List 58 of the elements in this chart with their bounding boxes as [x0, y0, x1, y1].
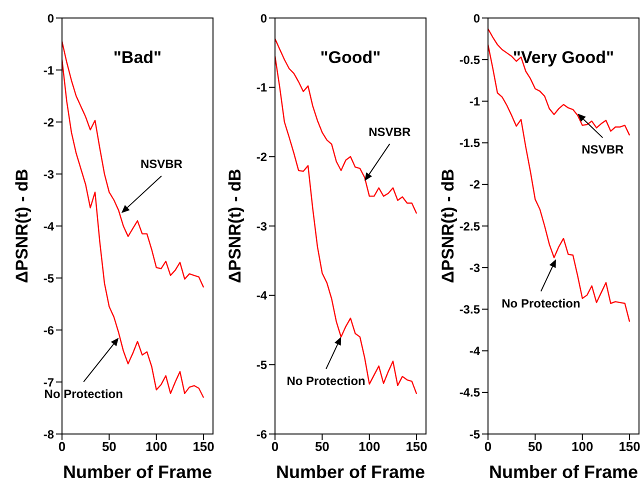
- x-tick-label: 0: [58, 439, 66, 454]
- x-tick-label: 50: [102, 439, 116, 454]
- line-series: [488, 28, 630, 136]
- annotation: No Protection: [44, 386, 123, 401]
- line-series: [488, 44, 630, 322]
- x-tick-label: 150: [192, 439, 214, 454]
- x-tick-label: 100: [572, 439, 594, 454]
- line-series: [62, 40, 204, 288]
- annotation: No Protection: [502, 296, 580, 310]
- y-tick-label: -3.5: [459, 302, 480, 316]
- x-tick-label: 50: [528, 439, 542, 454]
- text: "Good": [320, 48, 381, 67]
- x-tick-label: 50: [314, 439, 330, 454]
- text: "Very Good": [512, 48, 614, 67]
- x-tick-label: 100: [146, 439, 168, 454]
- x-tick-label: 100: [358, 439, 380, 454]
- y-tick-label: -3: [256, 219, 268, 234]
- y-axis-title: ΔPSNR(t) - dB: [12, 168, 32, 284]
- y-tick-label: -2: [43, 115, 54, 130]
- y-tick-label: -6: [43, 323, 54, 338]
- x-tick-label: 0: [271, 439, 279, 454]
- annotation: No Protection: [286, 374, 366, 388]
- y-tick-label: -3: [43, 167, 54, 182]
- y-tick-label: -0.5: [459, 52, 480, 67]
- y-tick-label: -1.5: [459, 136, 480, 150]
- x-tick-label: 0: [484, 439, 492, 454]
- y-tick-label: -2: [256, 150, 268, 164]
- y-tick-label: -1: [469, 94, 480, 108]
- annotation: NSVBR: [582, 142, 624, 157]
- y-tick-label: 0: [473, 11, 480, 26]
- text: "Bad": [113, 48, 162, 67]
- y-tick-label: -5: [43, 271, 54, 286]
- y-tick-label: -2: [469, 178, 480, 192]
- y-tick-label: 0: [47, 11, 54, 26]
- annotation: NSVBR: [368, 124, 411, 139]
- y-tick-label: -1: [256, 80, 268, 95]
- x-axis-title: Number of Frame: [62, 462, 212, 479]
- y-tick-label: -4: [469, 344, 480, 358]
- y-tick-label: -4: [256, 288, 268, 303]
- annotation: NSVBR: [140, 157, 183, 171]
- y-tick-label: 0: [260, 11, 268, 26]
- y-tick-label: -2.5: [459, 219, 480, 234]
- y-tick-label: -5: [256, 358, 268, 372]
- y-tick-label: -4: [43, 219, 54, 234]
- y-tick-label: -5: [469, 427, 480, 442]
- line-series: [275, 38, 418, 214]
- x-axis-title: Number of Frame: [488, 462, 638, 479]
- y-axis-title: ΔPSNR(t) - dB: [438, 168, 458, 284]
- y-tick-label: -7: [43, 375, 54, 390]
- y-tick-label: -8: [43, 427, 54, 442]
- y-tick-label: -3: [469, 260, 480, 275]
- y-tick-label: -6: [256, 427, 268, 442]
- x-axis-title: Number of Frame: [276, 462, 426, 479]
- y-axis-title: ΔPSNR(t) - dB: [226, 168, 244, 284]
- x-tick-label: 150: [618, 439, 640, 454]
- y-tick-label: -1: [43, 63, 54, 78]
- x-tick-label: 150: [406, 439, 428, 454]
- y-tick-label: -4.5: [459, 386, 480, 400]
